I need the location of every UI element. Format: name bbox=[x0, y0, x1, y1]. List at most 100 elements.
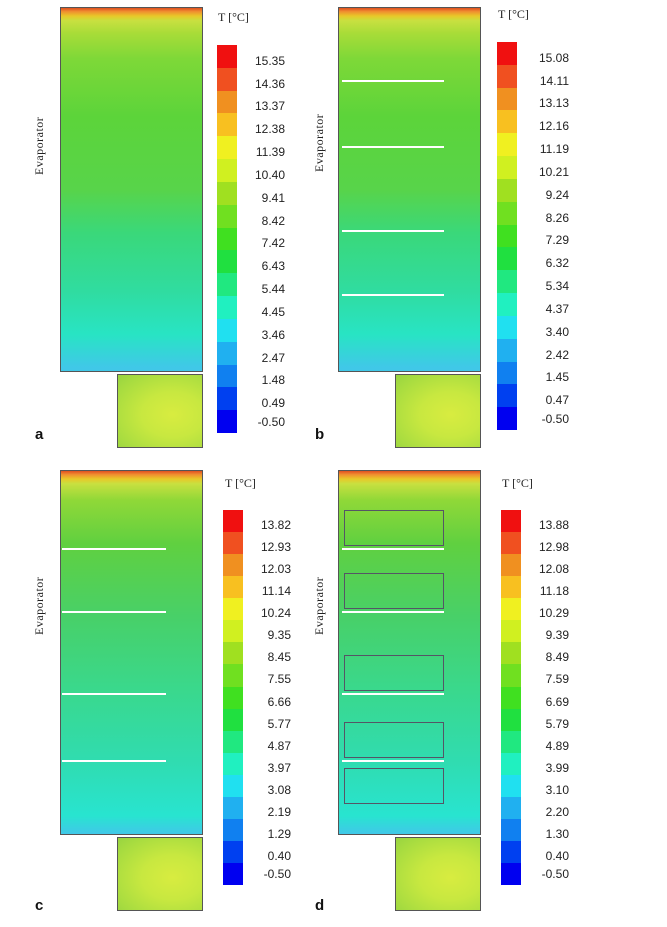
colorbar-band bbox=[497, 247, 517, 271]
colorbar-band bbox=[501, 554, 521, 577]
colorbar-band bbox=[223, 730, 243, 753]
shelf-box-outline bbox=[344, 722, 444, 758]
colorbar bbox=[223, 510, 243, 886]
shelf-baffle bbox=[342, 294, 444, 296]
colorbar-band bbox=[223, 818, 243, 841]
colorbar-band bbox=[497, 64, 517, 88]
panel-letter: c bbox=[35, 897, 44, 914]
panel-letter: a bbox=[35, 426, 44, 443]
colorbar-tick-label: 11.14 bbox=[261, 584, 291, 599]
cavity-contour bbox=[60, 470, 203, 835]
colorbar-tick-label: 6.43 bbox=[261, 259, 285, 274]
colorbar-band bbox=[501, 708, 521, 731]
colorbar-tick-label: 15.35 bbox=[254, 53, 285, 68]
colorbar-tick-label: 1.48 bbox=[261, 373, 285, 388]
colorbar-title: T [°C] bbox=[225, 476, 256, 490]
colorbar-band bbox=[223, 620, 243, 643]
colorbar-tick-label: 14.36 bbox=[254, 76, 285, 91]
colorbar-tick-label: 3.08 bbox=[267, 782, 291, 797]
shelf-baffle bbox=[62, 760, 166, 762]
colorbar-band bbox=[501, 774, 521, 797]
colorbar-tick-label: 8.49 bbox=[545, 650, 569, 665]
colorbar bbox=[501, 510, 521, 886]
colorbar-band bbox=[497, 133, 517, 157]
colorbar-tick-label: 12.16 bbox=[538, 119, 569, 134]
shelf-baffle bbox=[342, 693, 444, 695]
colorbar-tick-label: 3.40 bbox=[545, 324, 569, 339]
colorbar-band bbox=[497, 361, 517, 385]
colorbar bbox=[217, 45, 237, 434]
shelf-baffle bbox=[342, 80, 444, 82]
colorbar-tick-label: 9.35 bbox=[267, 628, 291, 643]
colorbar-band bbox=[501, 863, 521, 886]
colorbar-band bbox=[501, 576, 521, 599]
colorbar-band bbox=[217, 387, 237, 411]
colorbar-band bbox=[217, 250, 237, 274]
colorbar-band bbox=[223, 796, 243, 819]
colorbar-band bbox=[217, 204, 237, 228]
lower-compartment-contour bbox=[117, 374, 203, 448]
cavity-contour bbox=[338, 470, 481, 835]
colorbar-band bbox=[217, 318, 237, 342]
colorbar-band bbox=[217, 410, 237, 434]
colorbar-band bbox=[501, 686, 521, 709]
colorbar-tick-label: 15.08 bbox=[538, 50, 569, 65]
colorbar-tick-label: 12.08 bbox=[538, 562, 569, 577]
colorbar-band bbox=[497, 293, 517, 316]
shelf-box-outline bbox=[344, 510, 444, 546]
evaporator-label: Evaporator bbox=[312, 113, 326, 172]
shelf-box-outline bbox=[344, 768, 444, 804]
colorbar-tick-label: 12.98 bbox=[538, 540, 569, 555]
cavity-contour bbox=[60, 7, 203, 372]
colorbar-band bbox=[223, 510, 243, 533]
colorbar-band bbox=[497, 270, 517, 294]
colorbar-tick-label: 5.34 bbox=[545, 279, 569, 294]
shelf-baffle bbox=[342, 611, 444, 613]
colorbar-band bbox=[497, 87, 517, 111]
colorbar-band bbox=[501, 730, 521, 753]
colorbar-band bbox=[217, 341, 237, 365]
shelf-baffle bbox=[342, 548, 444, 550]
colorbar-band bbox=[223, 863, 243, 886]
evaporator-label: Evaporator bbox=[32, 116, 46, 175]
colorbar-tick-label: 1.30 bbox=[545, 826, 569, 841]
colorbar-tick-label: 0.40 bbox=[267, 848, 291, 863]
cavity-contour bbox=[338, 7, 481, 372]
lower-compartment-contour bbox=[395, 374, 481, 448]
colorbar-band bbox=[501, 598, 521, 621]
colorbar-band bbox=[223, 708, 243, 731]
panel-letter: d bbox=[315, 897, 325, 914]
colorbar-title: T [°C] bbox=[502, 476, 533, 490]
colorbar-tick-label: 10.24 bbox=[260, 606, 291, 621]
colorbar-tick-label: 7.59 bbox=[545, 672, 569, 687]
colorbar-band bbox=[217, 273, 237, 297]
colorbar-band bbox=[223, 774, 243, 797]
colorbar-band bbox=[501, 664, 521, 687]
colorbar-band bbox=[497, 110, 517, 134]
colorbar-band bbox=[501, 510, 521, 533]
colorbar-tick-label: 12.03 bbox=[260, 562, 291, 577]
colorbar-tick-label: 3.99 bbox=[545, 760, 569, 775]
colorbar-tick-label: 1.45 bbox=[545, 370, 569, 385]
colorbar-tick-label: 12.38 bbox=[254, 122, 285, 137]
colorbar-band bbox=[217, 227, 237, 251]
shelf-baffle bbox=[342, 146, 444, 148]
colorbar-band bbox=[223, 554, 243, 577]
colorbar-tick-label: 6.66 bbox=[267, 694, 291, 709]
colorbar-tick-label: 11.18 bbox=[539, 584, 569, 599]
colorbar-tick-label: 7.42 bbox=[261, 236, 285, 251]
colorbar-band bbox=[223, 598, 243, 621]
colorbar-band bbox=[497, 178, 517, 202]
shelf-box-outline bbox=[344, 655, 444, 691]
colorbar-band bbox=[223, 752, 243, 775]
colorbar-tick-label: 13.82 bbox=[260, 518, 291, 533]
colorbar-band bbox=[501, 840, 521, 863]
shelf-baffle bbox=[342, 230, 444, 232]
colorbar-tick-label: 4.37 bbox=[545, 301, 569, 316]
panel-letter: b bbox=[315, 426, 325, 443]
colorbar-band bbox=[217, 90, 237, 114]
colorbar-tick-label: 9.41 bbox=[261, 190, 285, 205]
colorbar-tick-label: 6.69 bbox=[545, 694, 569, 709]
colorbar-band bbox=[217, 364, 237, 388]
